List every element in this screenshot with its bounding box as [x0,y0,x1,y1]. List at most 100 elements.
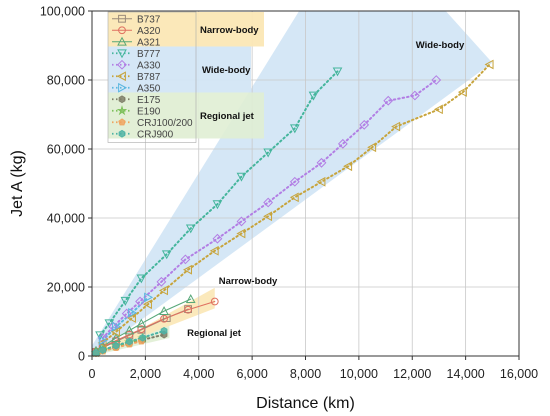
data-point-a320 [160,314,168,323]
legend: Narrow-body Wide-body Regional jet B737A320… [107,11,264,143]
data-point-a330 [263,197,274,208]
y-tick-label: 100,000 [40,5,85,19]
legend-group-extension [196,92,264,139]
data-point-a321 [124,325,135,335]
data-point-b777 [289,124,300,134]
legend-label-crj100-200: CRJ100/200 [137,118,193,129]
data-point-b787 [316,176,326,187]
x-tick-label: 12,000 [393,367,431,381]
y-tick-label: 60,000 [47,143,85,157]
axes [88,10,520,360]
legend-group-extension [196,12,264,47]
data-point-a330 [289,176,300,187]
data-point-b777 [308,91,319,101]
data-point-b787 [391,121,401,132]
annotations: Wide-body Narrow-body Regional jet [187,40,465,339]
legend-label-e175: E175 [137,95,161,106]
data-point-a330 [410,90,420,101]
legend-label-a330: A330 [137,60,161,71]
data-point-b777 [136,274,147,284]
x-axis-title: Distance (km) [256,395,355,412]
data-point-a350 [112,321,122,332]
data-point-a321 [185,294,196,303]
data-point-b787 [183,264,192,275]
legend-marker-e175 [118,95,126,104]
data-point-a330 [316,157,327,168]
x-tick-label: 14,000 [447,367,485,381]
data-point-b777 [263,148,273,158]
data-point-crj900 [126,337,133,346]
data-point-b777 [120,296,131,306]
legend-marker-b777 [117,49,127,59]
data-point-a330 [212,233,223,244]
legend-marker-b787 [116,71,126,82]
annotation-narrow-body: Narrow-body [219,276,278,287]
data-point-b777 [236,172,247,182]
data-point-b787 [236,228,246,239]
data-point-b787 [457,87,467,97]
data-point-crj900 [99,346,107,354]
data-point-crj900 [112,341,120,350]
legend-marker-b737 [118,14,126,23]
series-line-a330 [101,79,438,340]
y-tick-label: 40,000 [47,212,85,226]
legend-group-swatch [108,46,196,93]
data-point-a350 [98,335,108,346]
x-tick-label: 4,000 [183,367,214,381]
data-point-b787 [433,104,443,115]
data-point-b777 [212,200,223,210]
data-point-b787 [484,59,494,70]
legend-marker-e190 [116,105,128,116]
data-point-b777 [161,250,172,260]
y-tick-label: 80,000 [47,74,85,88]
legend-marker-a350 [118,82,128,93]
data-point-a330 [431,75,442,85]
data-point-b777 [185,224,196,234]
data-point-b777 [332,67,343,77]
x-tick-label: 16,000 [500,367,538,381]
y-tick-label: 0 [78,350,85,364]
band-narrow-body [92,287,215,356]
data-point-b787 [367,142,377,153]
data-point-a350 [144,292,154,303]
legend-group-label: Wide-body [202,65,251,76]
legend-group-label: Regional jet [200,111,255,122]
legend-label-e190: E190 [137,106,161,117]
data-point-a330 [337,138,348,149]
annotation-regional-jet: Regional jet [187,328,242,339]
data-point-crj900 [139,333,147,342]
data-point-b787 [289,192,299,203]
data-markers [90,59,494,358]
legend-label-b777: B777 [137,49,161,60]
legend-marker-crj900 [118,129,126,138]
x-tick-label: 2,000 [130,367,161,381]
data-point-b787 [110,327,120,337]
data-point-a330 [121,308,132,319]
data-point-a321 [136,318,147,328]
data-point-b777 [104,319,115,329]
legend-label-a350: A350 [137,83,161,94]
data-point-a321 [159,306,169,316]
series-line-b777 [99,70,339,337]
data-point-a320 [210,297,219,306]
data-point-a330 [383,95,394,106]
x-tick-label: 10,000 [340,367,378,381]
data-point-a330 [359,119,370,130]
legend-group-swatch [108,12,196,47]
x-tick-label: 0 [89,367,96,381]
x-tick-label: 8,000 [290,367,321,381]
data-point-a330 [135,296,145,307]
legend-marker-crj100-200 [118,118,126,126]
data-point-a320 [184,305,192,314]
data-point-b787 [142,299,152,310]
x-tick-label: 6,000 [236,367,267,381]
annotation-wide-body: Wide-body [416,40,465,51]
legend-label-a321: A321 [137,37,161,48]
data-point-a330 [180,254,191,265]
data-point-b787 [263,211,273,222]
data-point-b787 [126,313,136,323]
legend-label-b737: B737 [137,14,161,25]
legend-group-label: Narrow-body [200,25,259,36]
